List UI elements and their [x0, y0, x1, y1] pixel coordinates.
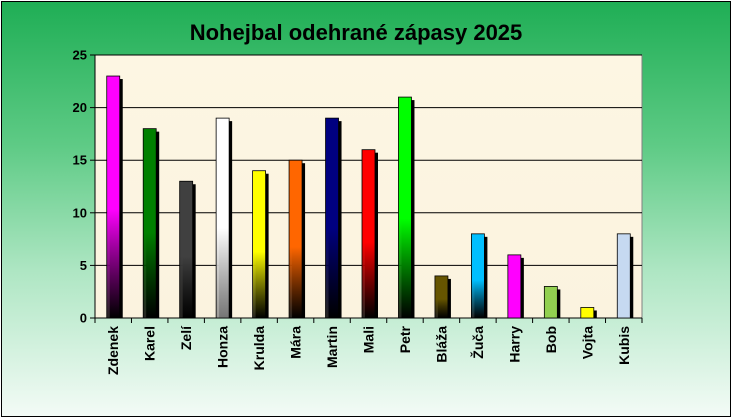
- x-category-label: Kubis: [616, 326, 632, 365]
- bar-Zdenek: [106, 75, 121, 319]
- bar-Karel: [142, 128, 157, 319]
- x-category-label: Bláža: [433, 326, 449, 363]
- x-category-label: Zdenek: [105, 326, 121, 375]
- bar-Harry: [507, 254, 522, 319]
- bar-Bláža: [434, 275, 449, 319]
- x-category-label: Bob: [543, 326, 559, 353]
- bar-Mali: [361, 149, 376, 319]
- x-category-label: Krulda: [251, 326, 267, 371]
- y-tick-label: 10: [73, 205, 87, 220]
- chart-title: Nohejbal odehrané zápasy 2025: [189, 20, 523, 45]
- y-tick-label: 15: [73, 153, 87, 168]
- x-category-label: Honza: [215, 326, 231, 368]
- x-category-label: Zelí: [178, 325, 194, 350]
- y-tick-label: 5: [80, 258, 87, 273]
- y-tick-label: 20: [73, 100, 87, 115]
- x-category-label: Mali: [361, 326, 377, 353]
- x-category-label: Vojta: [579, 326, 595, 359]
- y-tick-label: 0: [80, 311, 87, 326]
- bar-Krulda: [252, 170, 267, 319]
- bar-Žuča: [470, 233, 485, 319]
- bar-Martin: [325, 117, 339, 319]
- bar-Mára: [288, 159, 303, 319]
- bar-Petr: [398, 96, 412, 319]
- x-category-label: Petr: [397, 325, 413, 353]
- bar-Vojta: [580, 307, 595, 319]
- x-category-label: Mára: [288, 326, 304, 359]
- x-category-label: Karel: [142, 326, 158, 361]
- x-category-label: Harry: [506, 326, 522, 363]
- bar-Bob: [543, 286, 558, 319]
- bar-Honza: [215, 117, 230, 319]
- x-category-label: Martin: [324, 326, 340, 368]
- bar-Kubis: [616, 233, 631, 319]
- x-category-label: Žuča: [469, 326, 486, 359]
- bar-Zelí: [179, 180, 194, 319]
- y-tick-label: 25: [73, 48, 87, 63]
